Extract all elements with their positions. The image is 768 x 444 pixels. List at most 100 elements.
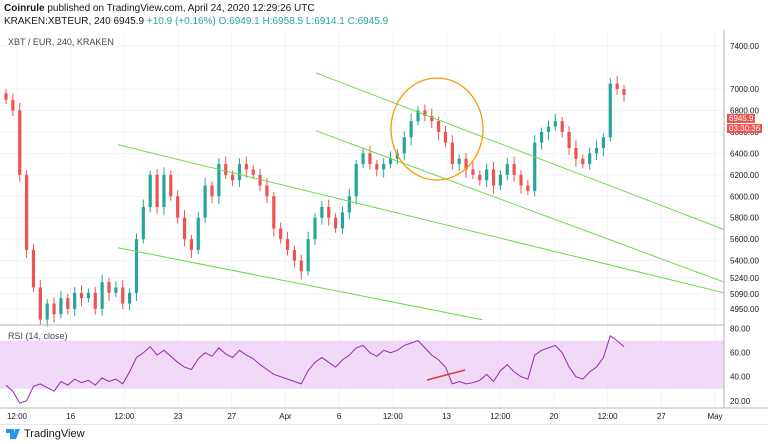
candle-body xyxy=(320,207,324,218)
price-tick-label: 7400.00 xyxy=(730,42,759,51)
candle-body xyxy=(107,282,111,293)
candle-body xyxy=(18,110,22,175)
candle-body xyxy=(292,249,296,261)
candle-body xyxy=(100,282,104,309)
candle-body xyxy=(347,196,351,213)
candle-body xyxy=(114,287,118,293)
price-tick-label: 5400.00 xyxy=(730,257,759,266)
candle-body xyxy=(498,174,502,186)
chart-area[interactable]: 4950.00 5090.00 5240.00 5400.00 5600.00 5800.… xyxy=(0,30,768,424)
candle-body xyxy=(244,164,248,170)
price-tick-label: 6000.00 xyxy=(730,192,759,201)
candle-body xyxy=(176,196,180,218)
chart-title: XBT / EUR, 240, KRAKEN xyxy=(8,37,114,47)
time-tick-label: 12:00 xyxy=(383,412,404,421)
candle-body xyxy=(567,131,571,148)
candle-body xyxy=(361,153,365,165)
price-tick-label: 5800.00 xyxy=(730,214,759,223)
candle-body xyxy=(615,83,619,89)
candle-body xyxy=(251,169,255,175)
rsi-tick-label: 40.00 xyxy=(730,373,751,382)
rsi-axis[interactable]: 20.00 40.00 60.00 80.00 xyxy=(730,325,751,406)
price-change: +10.9 (+0.16%) xyxy=(146,16,216,27)
divergence-line xyxy=(426,369,466,381)
chart-header: Coinrule published on TradingView.com, A… xyxy=(0,0,768,30)
price-tick-label: 5600.00 xyxy=(730,235,759,244)
rsi-tick-label: 20.00 xyxy=(730,397,751,406)
candle-body xyxy=(491,169,496,186)
candle-body xyxy=(134,239,139,293)
published-text: published on TradingView.com, April 24, … xyxy=(47,3,315,14)
candle-body xyxy=(437,121,441,132)
candle-body xyxy=(224,164,228,175)
time-tick-label: 12:00 xyxy=(7,412,28,421)
candle-body xyxy=(375,164,379,170)
symbol-name: KRAKEN:XBTEUR, 240 xyxy=(4,16,111,27)
candle-body xyxy=(402,137,406,154)
candle-body xyxy=(478,174,482,181)
candle-body xyxy=(217,164,221,197)
candle-body xyxy=(306,239,310,272)
time-tick-label: 12:00 xyxy=(114,412,135,421)
publish-line: Coinrule published on TradingView.com, A… xyxy=(4,3,315,14)
time-axis[interactable]: 12:00 16 12:00 23 27 Apr 6 12:00 13 12:00 20 12:00 2… xyxy=(7,412,723,421)
trendline xyxy=(315,130,725,283)
price-tick-label: 5240.00 xyxy=(730,274,759,283)
candle-body xyxy=(313,217,317,240)
candle-body xyxy=(471,169,475,175)
price-tick-label: 6800.00 xyxy=(730,106,759,115)
candle-body xyxy=(279,228,283,240)
author-name[interactable]: Coinrule xyxy=(4,3,45,14)
time-tick-label: Apr xyxy=(279,412,292,421)
candle-body xyxy=(526,185,530,191)
candle-body xyxy=(601,137,605,148)
highlight-circle xyxy=(390,77,484,181)
candle-body xyxy=(416,110,420,122)
tradingview-logo[interactable]: TradingView xyxy=(6,428,85,440)
candle-body xyxy=(594,148,599,154)
trendlines xyxy=(117,72,725,321)
candle-body xyxy=(38,287,42,320)
candle-body xyxy=(169,174,173,197)
candle-body xyxy=(73,292,77,309)
candle-body xyxy=(237,164,242,181)
candle-body xyxy=(182,217,187,240)
price-tick-label: 5090.00 xyxy=(730,290,759,299)
candle-body xyxy=(340,212,345,229)
countdown-tag: 03:30:36 xyxy=(727,124,763,133)
price-tick-label: 6200.00 xyxy=(730,171,759,180)
candle-body xyxy=(93,292,97,309)
price-tick-label: 4950.00 xyxy=(730,305,759,314)
candle-body xyxy=(86,292,90,299)
rsi-band xyxy=(0,340,724,389)
candle-body xyxy=(505,164,509,175)
time-tick-label: 12:00 xyxy=(490,412,511,421)
candle-body xyxy=(25,174,29,250)
candle-body xyxy=(231,174,235,181)
candle-body xyxy=(265,185,269,197)
price-tick-label: 7000.00 xyxy=(730,85,759,94)
time-tick-label: 27 xyxy=(657,412,666,421)
price-axis[interactable]: 4950.00 5090.00 5240.00 5400.00 5600.00 5800.… xyxy=(730,42,759,314)
candle-body xyxy=(354,164,358,197)
candle-body xyxy=(31,249,36,288)
candle-body xyxy=(203,185,207,218)
candle-body xyxy=(574,148,578,159)
time-tick-label: 20 xyxy=(549,412,558,421)
candle-body xyxy=(66,298,70,309)
candle-body xyxy=(588,153,592,165)
candle-body xyxy=(368,153,372,165)
candle-body xyxy=(210,185,214,197)
candle-body xyxy=(546,126,551,132)
candle-body xyxy=(457,158,461,165)
candle-body xyxy=(272,196,276,229)
candle-body xyxy=(258,174,262,186)
candle-body xyxy=(196,217,200,250)
time-tick-label: 6 xyxy=(337,412,342,421)
trendline xyxy=(117,247,483,321)
ohlc-values: O:6949.1 H:6958.5 L:6914.1 C:6945.9 xyxy=(218,16,389,27)
candle-body xyxy=(285,239,290,250)
candle-body xyxy=(59,298,63,315)
candle-body xyxy=(52,303,56,315)
candle-body xyxy=(128,292,132,304)
